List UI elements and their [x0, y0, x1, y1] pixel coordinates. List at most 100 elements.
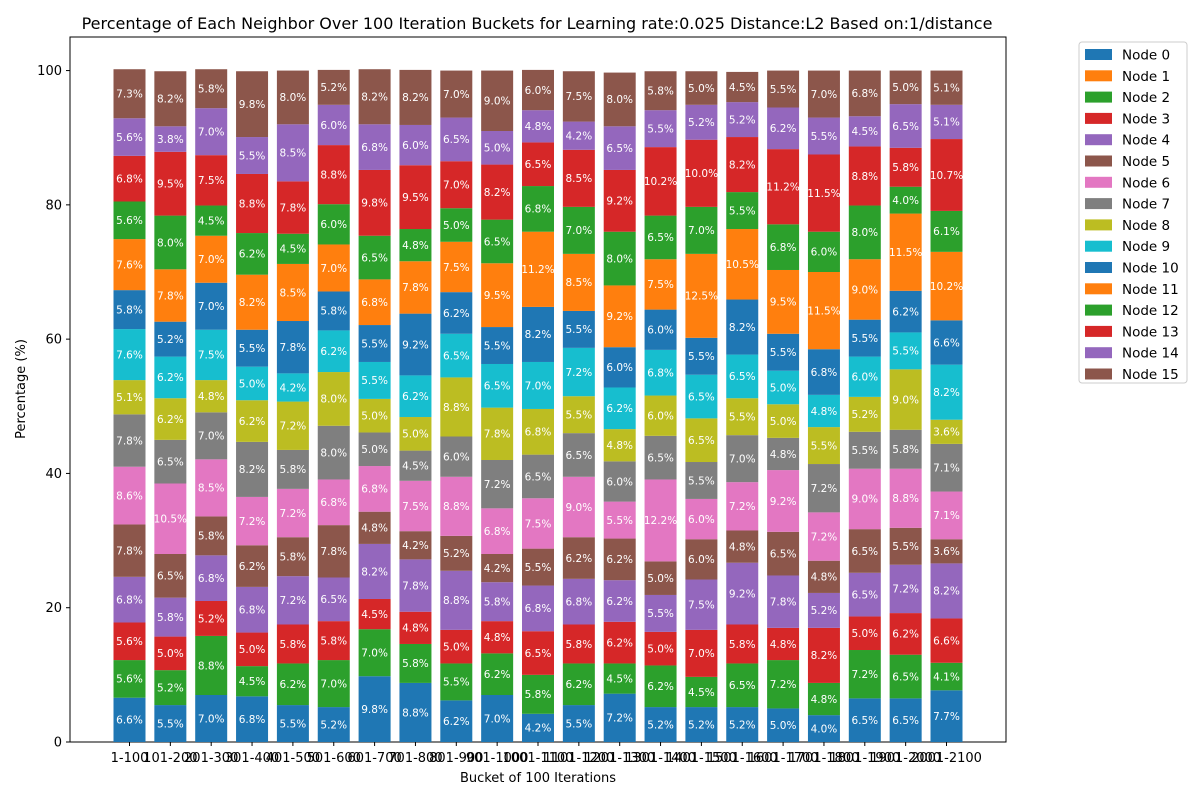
bar-data-label: 5.0%: [770, 720, 797, 732]
bar-segment: [522, 361, 554, 409]
bar-data-label: 7.0%: [525, 380, 552, 392]
legend-label: Node 2: [1122, 90, 1170, 106]
bar-data-label: 5.5%: [688, 475, 715, 487]
bar-segment: [807, 231, 840, 272]
bar-segment: [644, 147, 677, 216]
bar-segment: [276, 373, 309, 402]
bar-segment: [848, 356, 881, 397]
bar-segment: [726, 530, 759, 563]
bar-segment: [767, 575, 800, 628]
bar-data-label: 7.5%: [566, 91, 593, 103]
bar-segment: [317, 425, 350, 480]
bar-data-label: 6.5%: [484, 236, 511, 248]
bar-data-label: 6.0%: [811, 247, 838, 259]
legend-swatch: [1085, 134, 1112, 146]
bar-segment: [644, 594, 677, 632]
bar-segment: [440, 629, 473, 664]
bar-data-label: 11.2%: [521, 264, 554, 276]
bar-segment: [767, 470, 800, 532]
bar-data-label: 5.8%: [525, 689, 552, 701]
x-tick-label: 1801-1900: [829, 751, 900, 766]
bar-segment: [644, 259, 677, 310]
bar-segment: [236, 632, 269, 667]
bar-data-label: 7.1%: [933, 510, 960, 522]
bar-segment: [113, 380, 146, 415]
bar-segment: [726, 707, 759, 742]
bar-data-label: 5.8%: [280, 551, 307, 563]
bar-segment: [440, 292, 473, 334]
bar-data-label: 6.2%: [280, 679, 307, 691]
bar-data-label: 5.5%: [851, 445, 878, 457]
bar-data-label: 8.0%: [280, 92, 307, 104]
bar-data-label: 7.5%: [402, 501, 429, 513]
bar-data-label: 7.2%: [484, 479, 511, 491]
bar-data-label: 5.5%: [361, 375, 388, 387]
bar-segment: [236, 366, 269, 401]
bar-data-label: 8.5%: [280, 287, 307, 299]
bar-data-label: 6.5%: [851, 589, 878, 601]
bar-data-label: 12.5%: [685, 291, 718, 303]
bar-data-label: 7.2%: [892, 584, 919, 596]
bar-segment: [930, 662, 963, 691]
bar-segment: [889, 186, 922, 214]
bar-data-label: 6.5%: [606, 143, 633, 155]
x-tick-label: 801-900: [429, 751, 483, 766]
bar-segment: [440, 436, 473, 477]
bar-data-label: 7.2%: [280, 508, 307, 520]
legend-label: Node 7: [1122, 197, 1170, 213]
bar-data-label: 5.8%: [198, 531, 225, 543]
bar-data-label: 5.8%: [280, 464, 307, 476]
bar-segment: [889, 369, 922, 430]
bar-data-label: 4.8%: [525, 121, 552, 133]
bar-data-label: 9.2%: [729, 588, 756, 600]
bar-segment: [113, 622, 146, 661]
bar-data-label: 5.5%: [647, 123, 674, 135]
bar-segment: [154, 483, 187, 554]
bar-segment: [603, 387, 636, 430]
bar-segment: [236, 137, 269, 174]
bar-segment: [930, 320, 963, 365]
bar-data-label: 8.0%: [851, 227, 878, 239]
bar-segment: [603, 580, 636, 622]
bar-data-label: 7.8%: [770, 596, 797, 608]
bar-data-label: 6.8%: [647, 368, 674, 380]
bar-data-label: 7.2%: [811, 531, 838, 543]
bar-segment: [603, 693, 636, 742]
bar-data-label: 4.8%: [402, 240, 429, 252]
bar-data-label: 7.0%: [729, 453, 756, 465]
x-tick-label: 1901-2000: [870, 751, 941, 766]
bar-segment: [562, 253, 595, 311]
bar-data-label: 6.5%: [525, 648, 552, 660]
bar-data-label: 5.2%: [647, 719, 674, 731]
bar-data-label: 4.8%: [770, 449, 797, 461]
bar-segment: [522, 713, 554, 742]
bar-segment: [807, 682, 840, 716]
bar-segment: [481, 621, 514, 654]
bar-segment: [195, 282, 228, 330]
bar-segment: [317, 244, 350, 292]
bar-segment: [889, 70, 922, 105]
bar-segment: [276, 233, 309, 264]
bar-segment: [685, 418, 718, 463]
y-tick-label: 20: [45, 601, 62, 616]
bar-segment: [195, 695, 228, 742]
bar-data-label: 7.0%: [443, 89, 470, 101]
bar-data-label: 9.0%: [851, 284, 878, 296]
bar-data-label: 9.5%: [157, 179, 184, 191]
bar-data-label: 7.0%: [566, 225, 593, 237]
bar-segment: [930, 563, 963, 619]
bar-segment: [889, 613, 922, 655]
bar-data-label: 5.5%: [566, 324, 593, 336]
bar-segment: [848, 396, 881, 432]
bar-segment: [317, 660, 350, 708]
x-tick-label: 1001-1100: [503, 751, 574, 766]
bar-data-label: 4.8%: [729, 541, 756, 553]
bar-segment: [154, 126, 187, 152]
bar-segment: [562, 476, 595, 538]
legend-label: Node 5: [1122, 154, 1170, 170]
bar-data-label: 7.0%: [688, 648, 715, 660]
legend: Node 0 Node 1 Node 2 Node 3 Node 4 Node 5 Node…: [1078, 41, 1188, 384]
legend-swatch: [1085, 262, 1112, 273]
bar-segment: [807, 272, 840, 350]
bar-data-label: 7.8%: [116, 545, 143, 557]
